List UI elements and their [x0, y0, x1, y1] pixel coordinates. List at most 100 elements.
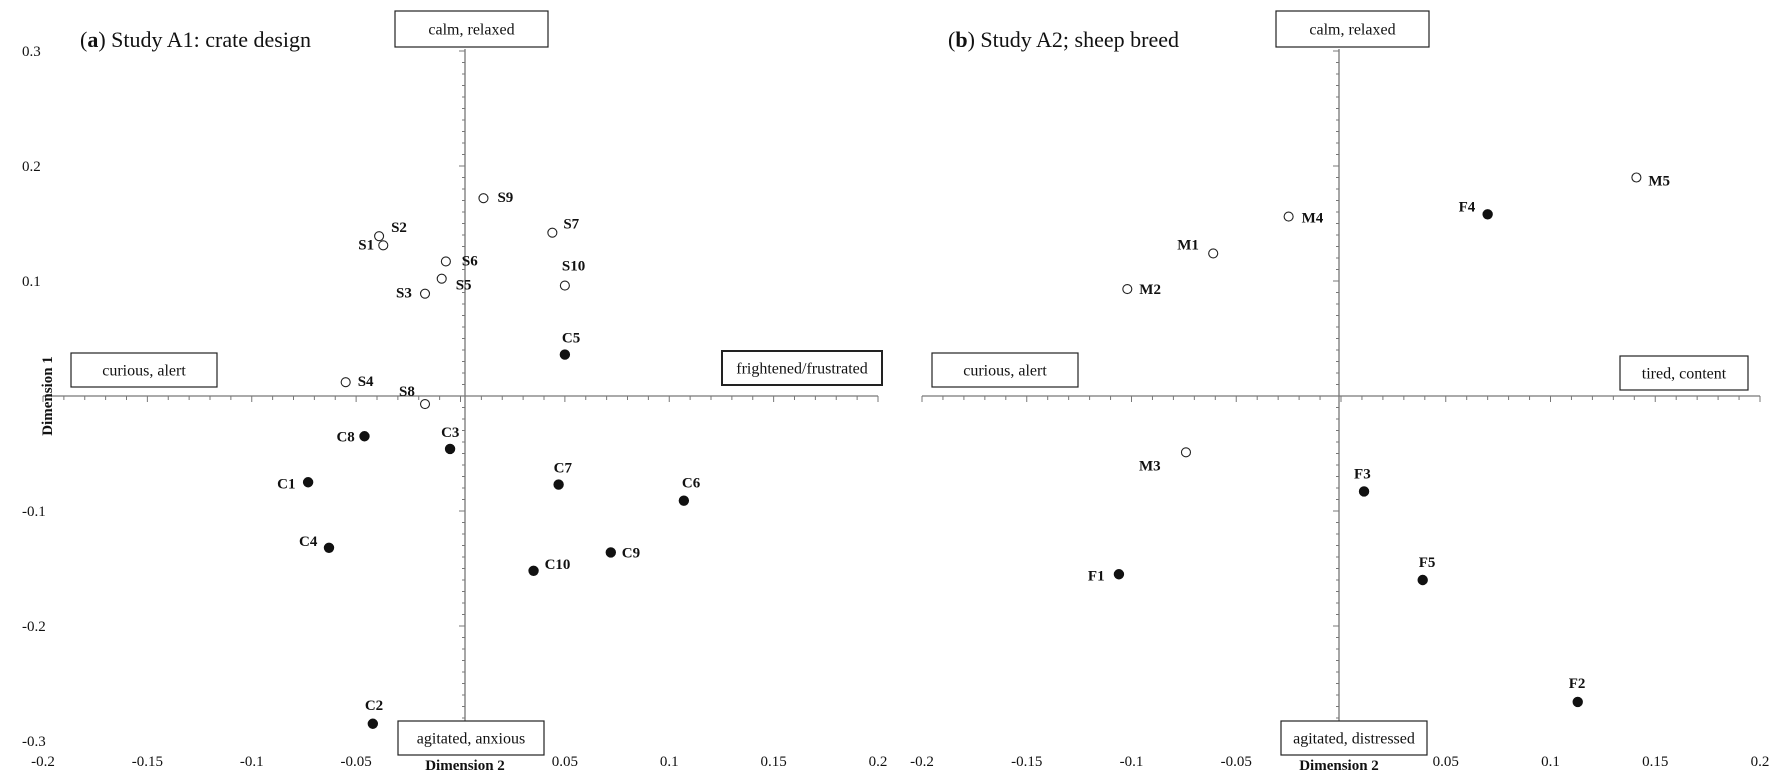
quadrant-label-top: calm, relaxed — [428, 22, 514, 39]
quadrant-label-box-bottom — [397, 720, 545, 756]
point-label-S1: S1 — [358, 237, 374, 253]
data-point-F2 — [1572, 696, 1583, 708]
x-tick-label: 0.1 — [1541, 754, 1560, 770]
x-tick-label: 0.2 — [869, 754, 888, 770]
data-point-M1 — [1208, 248, 1219, 259]
point-label-M3: M3 — [1139, 458, 1161, 474]
point-label-C9: C9 — [622, 545, 640, 561]
data-point-S1 — [378, 240, 389, 251]
quadrant-label-top: calm, relaxed — [1309, 22, 1395, 39]
quadrant-label-box-right — [1619, 355, 1749, 391]
data-point-M4 — [1283, 211, 1294, 222]
point-label-M5: M5 — [1648, 174, 1670, 190]
point-label-C6: C6 — [682, 476, 701, 492]
point-label-F4: F4 — [1459, 199, 1476, 215]
point-label-S8: S8 — [399, 384, 415, 400]
panel-title-open: ( — [948, 27, 955, 52]
x-axis-title: Dimension 2 — [1299, 758, 1379, 774]
quadrant-label-box-bottom — [1280, 720, 1428, 756]
data-point-F1 — [1113, 569, 1125, 580]
x-tick-label: -0.1 — [1120, 754, 1144, 770]
y-tick-label: -0.1 — [22, 504, 46, 520]
point-label-S6: S6 — [462, 253, 478, 269]
data-point-C4 — [323, 542, 335, 554]
data-point-C3 — [444, 443, 456, 455]
point-label-S10: S10 — [562, 259, 585, 275]
panel-title-text: ) Study A1: crate design — [98, 27, 311, 52]
point-label-C4: C4 — [299, 534, 318, 550]
data-point-S3 — [419, 288, 431, 299]
data-point-M3 — [1180, 447, 1192, 458]
data-point-C7 — [553, 479, 564, 490]
data-point-C6 — [678, 495, 690, 506]
x-tick-label: 0.15 — [761, 754, 787, 770]
x-tick-label: -0.15 — [1011, 754, 1042, 770]
point-label-C5: C5 — [562, 331, 580, 347]
quadrant-label-right: tired, content — [1642, 366, 1727, 383]
x-tick-label: -0.2 — [910, 754, 934, 770]
panel-title-text: ) Study A2; sheep breed — [968, 27, 1179, 52]
x-tick-label: -0.05 — [1221, 754, 1252, 770]
x-tick-label: 0.05 — [1433, 754, 1459, 770]
data-point-M2 — [1122, 283, 1133, 295]
point-label-S3: S3 — [396, 286, 412, 302]
point-label-S4: S4 — [358, 374, 374, 390]
data-point-C10 — [528, 565, 539, 577]
point-label-C7: C7 — [554, 461, 573, 477]
point-label-C8: C8 — [336, 429, 354, 445]
data-point-C5 — [559, 349, 571, 360]
x-tick-label: 0.05 — [552, 754, 578, 770]
quadrant-label-bottom: agitated, distressed — [1293, 731, 1415, 748]
data-point-F4 — [1482, 209, 1493, 220]
quadrant-label-left: curious, alert — [963, 363, 1047, 380]
quadrant-label-left: curious, alert — [102, 363, 186, 380]
point-label-M2: M2 — [1139, 282, 1161, 298]
x-tick-label: -0.15 — [132, 754, 163, 770]
point-label-M1: M1 — [1177, 237, 1199, 253]
quadrant-label-box-top — [1275, 10, 1430, 48]
y-tick-label: -0.2 — [22, 619, 46, 635]
data-point-F3 — [1358, 486, 1370, 497]
quadrant-label-box-top — [394, 10, 549, 48]
data-point-F5 — [1417, 574, 1428, 586]
y-tick-label: 0.3 — [22, 44, 41, 60]
data-point-C1 — [302, 477, 314, 488]
chart-panel-b: -0.2 -0.15 -0.1 -0.05 0.05 0.1 0.15 0.2 Dimensio… — [910, 10, 1770, 774]
data-point-S6 — [440, 256, 451, 267]
chart-panel-a: -0.2 -0.15 -0.1 -0.05 0.05 0.1 0.15 0.2 0.3 0.2 0.… — [22, 10, 888, 774]
x-tick-label: -0.05 — [341, 754, 372, 770]
x-axis-title: Dimension 2 — [425, 758, 505, 774]
x-tick-label: -0.1 — [240, 754, 264, 770]
quadrant-label-box-left — [931, 352, 1079, 388]
data-point-S10 — [559, 280, 570, 291]
point-label-F2: F2 — [1569, 676, 1586, 692]
panel-title-open: ( — [80, 27, 87, 52]
quadrant-label-right: frightened/frustrated — [736, 361, 868, 378]
data-point-C2 — [367, 718, 379, 729]
quadrant-label-box-left — [70, 352, 218, 388]
point-label-C2: C2 — [365, 698, 383, 714]
point-label-C3: C3 — [441, 425, 459, 441]
quadrant-label-bottom: agitated, anxious — [417, 731, 525, 748]
x-tick-label: 0.2 — [1751, 754, 1770, 770]
point-label-S5: S5 — [456, 278, 472, 294]
quadrant-label-box-right — [721, 350, 883, 386]
y-tick-label: 0.2 — [22, 159, 41, 175]
data-point-S4 — [340, 377, 351, 388]
point-label-F3: F3 — [1354, 466, 1371, 482]
point-label-M4: M4 — [1302, 211, 1324, 227]
panel-title-letter: b — [955, 27, 967, 52]
data-point-S8 — [419, 398, 431, 410]
point-label-F1: F1 — [1088, 568, 1105, 584]
data-point-S9 — [478, 193, 489, 204]
data-point-S5 — [436, 273, 447, 284]
point-label-S7: S7 — [563, 217, 579, 233]
x-tick-label: 0.15 — [1642, 754, 1668, 770]
y-axis-title: Dimension 1 — [40, 356, 56, 436]
data-point-S2 — [374, 231, 385, 242]
data-point-S7 — [547, 227, 558, 238]
point-label-C10: C10 — [545, 557, 571, 573]
y-tick-label: -0.3 — [22, 734, 46, 750]
data-point-C9 — [605, 547, 617, 558]
